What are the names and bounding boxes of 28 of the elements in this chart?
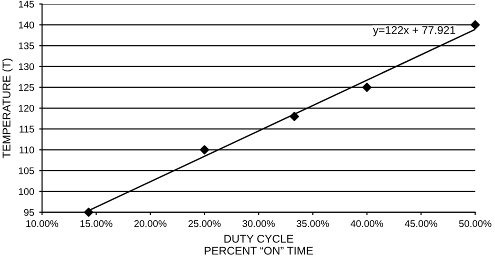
point	[84, 208, 94, 217]
x-tick-label: 30.00%	[242, 220, 275, 228]
x-tick-label: 20.00%	[134, 220, 166, 228]
y-tick-label: 130	[18, 63, 34, 70]
point	[470, 20, 480, 30]
y-tick-label: 105	[18, 167, 34, 174]
y-tick-label: 95	[24, 209, 34, 216]
x-tick-label: 50.00%	[459, 220, 492, 228]
x-tick-label: 35.00%	[296, 220, 329, 228]
x-tick-label: 15.00%	[80, 220, 112, 228]
y-axis-title: TEMPERATURE (T)	[2, 58, 13, 158]
y-tick-label: 100	[18, 188, 34, 196]
x-tick-label: 25.00%	[188, 220, 221, 228]
y-tick-label: 145	[18, 0, 34, 8]
x-tick-label: 10.00%	[26, 220, 58, 228]
y-tick-label: 140	[18, 22, 34, 28]
y-tick-label: 125	[18, 84, 34, 91]
point	[200, 145, 210, 154]
x-axis-title: DUTY CYCLE PERCENT “ON” TIME	[204, 234, 313, 255]
point	[290, 112, 299, 122]
x-tick-label: 40.00%	[350, 220, 384, 228]
y-tick-label: 115	[20, 126, 34, 133]
point	[362, 82, 372, 92]
y-tick-label: 110	[20, 146, 34, 154]
x-tick-label: 45.00%	[404, 220, 438, 228]
annotation: y=122x + 77.921	[372, 26, 456, 36]
y-tick-label: 135	[18, 42, 34, 50]
y-tick-label: 120	[18, 104, 34, 112]
